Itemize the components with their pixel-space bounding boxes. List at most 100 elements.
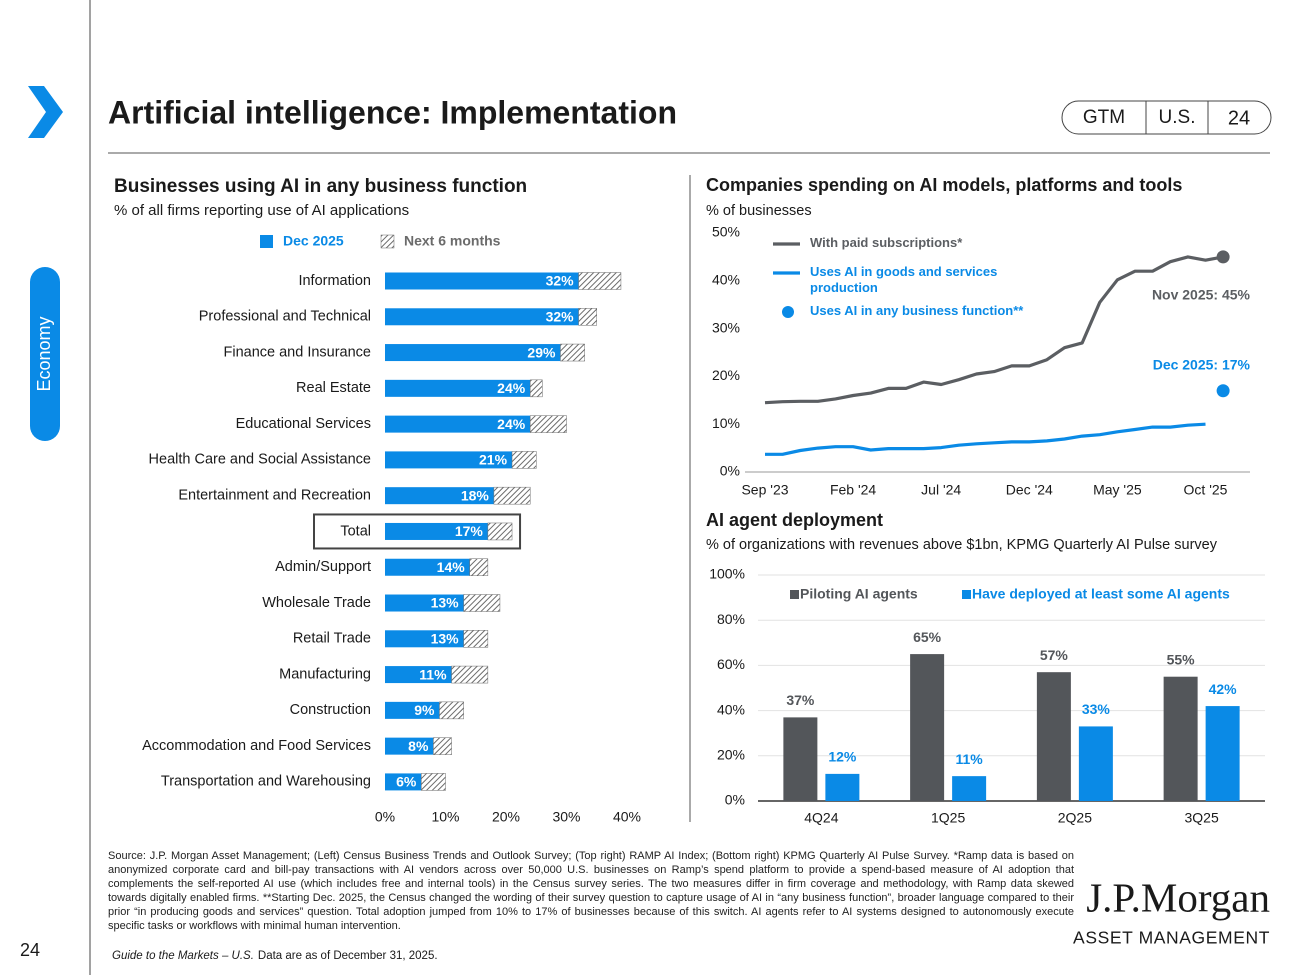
- x-tick-label: 10%: [431, 809, 459, 825]
- x-tick-label: 2Q25: [1058, 810, 1092, 826]
- value-label: 9%: [414, 702, 435, 718]
- footnote-box: Source: J.P. Morgan Asset Management; (L…: [108, 850, 1074, 932]
- value-label: 32%: [546, 308, 575, 324]
- legend-swatch: [380, 234, 395, 249]
- category-label: Real Estate: [296, 380, 371, 396]
- y-tick-label: 40%: [717, 701, 745, 717]
- legend-label: Uses AI in any business function**: [810, 303, 1024, 318]
- value-label: 32%: [546, 273, 575, 289]
- section-label: Economy: [34, 316, 54, 391]
- chart-title: AI agent deployment: [706, 510, 883, 530]
- x-tick-label: Sep '23: [741, 482, 788, 498]
- x-tick-label: Jul '24: [921, 482, 961, 498]
- bar-segment: [385, 773, 422, 791]
- annotation: Dec 2025: 17%: [1153, 357, 1251, 373]
- value-label: 42%: [1209, 681, 1238, 697]
- logo: J.P.Morgan: [1086, 874, 1270, 920]
- bar-segment: [439, 701, 464, 720]
- x-tick-label: 4Q24: [804, 810, 838, 826]
- bar-segment: [511, 451, 537, 469]
- bar-segment: [560, 343, 585, 362]
- value-label: 21%: [479, 452, 508, 468]
- category-label: Total: [340, 523, 371, 539]
- chart-subtitle: % of organizations with revenues above $…: [706, 537, 1218, 553]
- value-label: 6%: [396, 774, 417, 790]
- x-tick-label: 30%: [552, 809, 580, 825]
- y-tick-label: 20%: [712, 367, 740, 383]
- value-label: 24%: [497, 380, 526, 396]
- page-number: 24: [20, 940, 40, 960]
- bar-segment: [385, 272, 579, 290]
- legend-swatch: [790, 590, 799, 599]
- y-tick-label: 80%: [717, 611, 745, 627]
- category-label: Manufacturing: [279, 666, 371, 682]
- chart-title: Businesses using AI in any business func…: [114, 176, 527, 197]
- section-pill[interactable]: [30, 267, 60, 441]
- value-label: 55%: [1167, 651, 1196, 667]
- y-tick-label: 50%: [712, 224, 740, 240]
- y-tick-label: 100%: [709, 566, 745, 582]
- bar-segment: [385, 344, 561, 362]
- x-tick-label: 40%: [613, 809, 641, 825]
- bar-segment: [578, 308, 597, 326]
- bar-segment: [469, 558, 489, 576]
- bar-segment: [463, 594, 501, 612]
- bar-segment: [451, 665, 489, 684]
- category-label: Finance and Insurance: [223, 344, 371, 360]
- category-label: Retail Trade: [293, 631, 371, 647]
- x-tick-label: Dec '24: [1006, 482, 1053, 498]
- bar: [1163, 676, 1198, 801]
- value-label: 13%: [431, 631, 460, 647]
- bar-segment: [578, 272, 622, 290]
- bar-segment: [385, 415, 531, 433]
- legend-label: Dec 2025: [283, 233, 344, 249]
- bar: [825, 773, 860, 801]
- value-label: 17%: [455, 523, 484, 539]
- bar-segment: [487, 522, 513, 541]
- value-label: 65%: [913, 629, 942, 645]
- logo-sub: ASSET MANAGEMENT: [1073, 928, 1270, 948]
- value-label: 37%: [786, 692, 815, 708]
- guide-name: Guide to the Markets – U.S.: [112, 950, 254, 962]
- value-label: 14%: [437, 559, 466, 575]
- bar-segment: [385, 630, 464, 648]
- legend-label-box: With paid subscriptions*: [810, 235, 962, 250]
- category-label: Health Care and Social Assistance: [149, 452, 371, 468]
- bar: [1205, 706, 1240, 801]
- tab[interactable]: U.S.: [1159, 107, 1196, 128]
- tab[interactable]: GTM: [1083, 107, 1125, 128]
- chart-title: Companies spending on AI models, platfor…: [706, 175, 1182, 195]
- tab[interactable]: 24: [1228, 107, 1250, 129]
- y-tick-label: 0%: [720, 463, 740, 479]
- annotation: Nov 2025: 45%: [1152, 287, 1251, 303]
- bar-segment: [385, 737, 434, 755]
- legend-label: Uses AI in goods and services production: [810, 264, 998, 295]
- x-tick-label: Oct '25: [1184, 482, 1228, 498]
- bar-segment: [385, 451, 513, 469]
- value-label: 8%: [408, 738, 429, 754]
- bar-segment: [385, 522, 488, 540]
- x-tick-label: Feb '24: [830, 482, 876, 498]
- page-title: Artificial intelligence: Implementation: [108, 94, 677, 130]
- bar: [1036, 672, 1071, 801]
- bar-segment: [385, 487, 494, 505]
- x-tick-label: 20%: [492, 809, 520, 825]
- bar-segment: [385, 701, 440, 719]
- bar-segment: [385, 558, 470, 576]
- category-label: Construction: [290, 702, 371, 718]
- x-tick-label: 0%: [375, 809, 395, 825]
- x-tick-label: 3Q25: [1185, 810, 1219, 826]
- end-marker: [1216, 250, 1230, 264]
- y-tick-label: 20%: [717, 747, 745, 763]
- chart-subtitle: % of businesses: [706, 203, 812, 219]
- y-tick-label: 30%: [712, 319, 740, 335]
- value-label: 12%: [828, 749, 857, 765]
- x-tick-label: May '25: [1093, 482, 1142, 498]
- value-label: 13%: [431, 595, 460, 611]
- y-tick-label: 0%: [725, 792, 745, 808]
- footer-note: Guide to the Markets – U.S. Data are as o…: [112, 950, 438, 962]
- value-label: 57%: [1040, 647, 1069, 663]
- bar: [783, 717, 818, 801]
- bar: [910, 654, 945, 801]
